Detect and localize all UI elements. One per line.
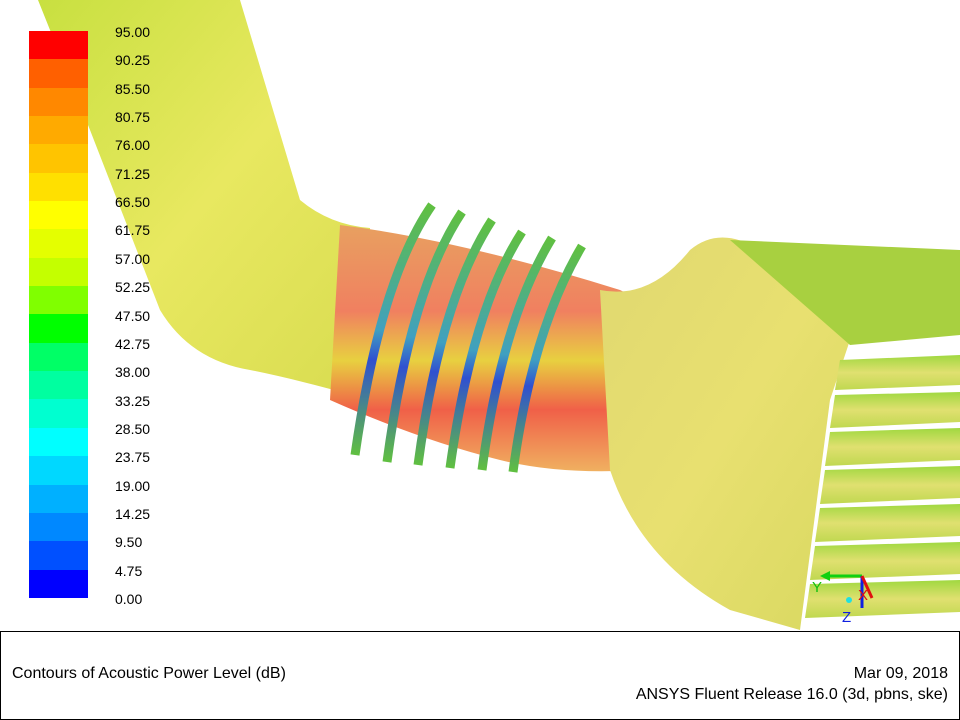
outlet-plenum [600, 237, 850, 630]
colormap-band [29, 314, 88, 343]
colormap-label: 52.25 [115, 279, 151, 296]
colormap-label: 4.75 [115, 562, 143, 579]
colormap-label: 47.50 [115, 307, 151, 324]
colormap-band [29, 541, 88, 570]
colormap-band [29, 371, 88, 400]
bellows-rings [350, 202, 586, 473]
title-panel: Contours of Acoustic Power Level (dB) Ma… [0, 631, 960, 720]
colormap-band [29, 399, 88, 428]
axis-label-x: X [858, 587, 868, 604]
colormap-label: 14.25 [115, 505, 151, 522]
colormap-label: 19.00 [115, 477, 151, 494]
colormap-label: 85.50 [115, 80, 151, 97]
colormap-band [29, 87, 88, 117]
colormap-band [29, 512, 88, 542]
colormap-band [29, 342, 88, 372]
colormap-label: 66.50 [115, 194, 151, 211]
colormap-label: 42.75 [115, 335, 151, 352]
colormap-band [29, 569, 88, 598]
colormap-label: 80.75 [115, 109, 151, 126]
colormap-label: 38.00 [115, 364, 151, 381]
colormap-band [29, 427, 88, 457]
plot-title: Contours of Acoustic Power Level (dB) [12, 665, 286, 682]
axis-label-y: Y [812, 579, 822, 596]
colormap-label: 61.75 [115, 222, 151, 239]
axes-triad: Y X Z [812, 571, 874, 626]
colormap-legend [29, 31, 88, 598]
colormap-band [29, 484, 88, 513]
colormap-band [29, 229, 88, 258]
colormap-label: 0.00 [115, 591, 143, 607]
colormap-label: 90.25 [115, 52, 151, 69]
colormap-band [29, 456, 88, 485]
colormap-label: 76.00 [115, 137, 151, 154]
contour-scene[interactable]: Y X Z [0, 0, 960, 632]
colormap-label: 95.00 [115, 24, 151, 40]
colormap-label: 9.50 [115, 534, 143, 551]
colormap-band [29, 59, 88, 88]
solver-release: ANSYS Fluent Release 16.0 (3d, pbns, ske… [635, 686, 948, 703]
colormap-label: 28.50 [115, 420, 151, 437]
colormap-label: 23.75 [115, 449, 151, 466]
colormap-band [29, 172, 88, 202]
tube-bundle [805, 355, 960, 618]
plot-date: Mar 09, 2018 [853, 665, 948, 682]
colormap-band [29, 31, 88, 60]
colormap-label: 71.25 [115, 165, 151, 182]
colormap-band [29, 286, 88, 315]
colormap-band [29, 144, 88, 173]
colormap-band [29, 201, 88, 230]
colormap-band [29, 116, 88, 145]
colormap-band [29, 257, 88, 287]
colormap-label: 33.25 [115, 392, 151, 409]
inlet-pipe [38, 0, 370, 400]
upper-shell [730, 240, 960, 345]
colormap-label: 57.00 [115, 250, 151, 267]
axis-label-z: Z [842, 609, 851, 626]
